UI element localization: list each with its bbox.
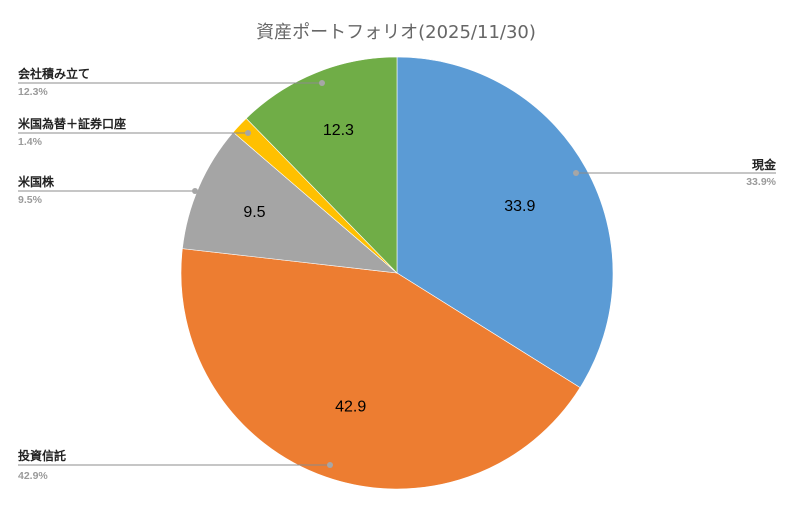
slice-value-label: 9.5 bbox=[243, 204, 265, 221]
callout-category-label: 会社積み立て bbox=[18, 66, 90, 81]
leader-dot bbox=[573, 170, 579, 176]
leader-dot bbox=[245, 130, 251, 136]
leader-dot bbox=[319, 80, 325, 86]
callout-labels: 現金 33.9% 投資信託 42.9% 米国株 9.5% 米国為替＋証券口座 1.4% 会社積み… bbox=[18, 66, 777, 482]
callout-percent-label: 1.4% bbox=[18, 136, 43, 148]
callout-percent-label: 9.5% bbox=[18, 194, 43, 206]
callout-percent-label: 42.9% bbox=[18, 470, 48, 482]
callout-category-label: 米国株 bbox=[18, 174, 55, 189]
callout-category-label: 投資信託 bbox=[18, 448, 66, 463]
callout-percent-label: 33.9% bbox=[746, 176, 776, 188]
callout-category-label: 現金 bbox=[752, 157, 777, 172]
slice-value-label: 33.9 bbox=[504, 198, 535, 215]
slice-value-label: 12.3 bbox=[323, 122, 354, 139]
callout-percent-label: 12.3% bbox=[18, 86, 48, 98]
pie-slice bbox=[245, 56, 398, 274]
callout-category-label: 米国為替＋証券口座 bbox=[18, 116, 126, 131]
leader-dot bbox=[327, 462, 333, 468]
pie-slices bbox=[180, 56, 614, 490]
pie-slice bbox=[182, 131, 398, 274]
leader-dot bbox=[192, 188, 198, 194]
slice-value-labels: 33.9 42.9 9.5 12.3 bbox=[243, 122, 535, 416]
pie-slice bbox=[180, 248, 581, 490]
chart-title: 資産ポートフォリオ(2025/11/30) bbox=[256, 22, 536, 43]
pie-slice bbox=[396, 56, 614, 389]
slice-value-label: 42.9 bbox=[335, 399, 366, 416]
